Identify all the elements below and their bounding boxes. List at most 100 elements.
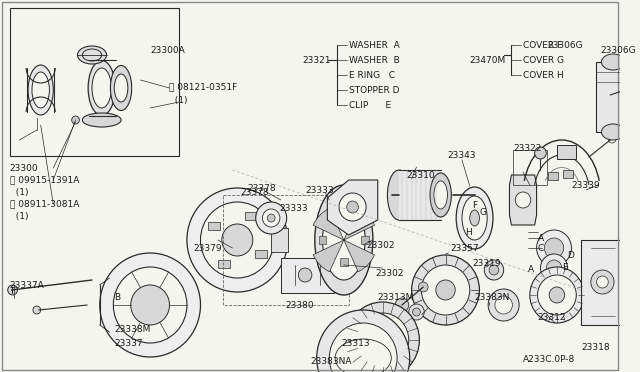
Text: Ⓑ 08121-0351F: Ⓑ 08121-0351F (168, 83, 237, 92)
Circle shape (515, 192, 531, 208)
Text: 23306G: 23306G (600, 45, 636, 55)
Bar (399, 170, 441, 220)
Circle shape (200, 202, 274, 278)
Bar (281, 258, 334, 293)
Text: E RING   C: E RING C (349, 71, 395, 80)
Circle shape (347, 201, 358, 213)
Circle shape (636, 79, 640, 89)
Text: 23383NA: 23383NA (310, 357, 351, 366)
Circle shape (547, 260, 562, 276)
Text: 23333: 23333 (305, 186, 333, 195)
Bar (319, 236, 326, 244)
Text: 23338M: 23338M (115, 326, 150, 334)
Circle shape (72, 116, 79, 124)
Polygon shape (271, 228, 287, 252)
Wedge shape (313, 208, 344, 240)
Circle shape (330, 323, 397, 372)
Text: A: A (528, 266, 534, 275)
Text: E: E (562, 263, 568, 273)
Text: 23339: 23339 (572, 180, 600, 189)
Ellipse shape (111, 65, 132, 110)
Circle shape (488, 289, 519, 321)
Circle shape (543, 274, 564, 296)
Circle shape (262, 209, 280, 227)
Text: 23343: 23343 (447, 151, 476, 160)
Circle shape (530, 267, 584, 323)
Ellipse shape (456, 187, 493, 249)
Text: C: C (538, 244, 544, 253)
Text: 23300A: 23300A (150, 45, 185, 55)
Text: A233C.0P-8: A233C.0P-8 (523, 356, 575, 365)
Wedge shape (313, 240, 344, 272)
Circle shape (33, 306, 41, 314)
Circle shape (419, 282, 428, 292)
Ellipse shape (32, 72, 49, 108)
Bar (10, 8, 179, 156)
Circle shape (436, 280, 455, 300)
Bar (581, 240, 625, 325)
Circle shape (421, 265, 470, 315)
Text: 23319: 23319 (473, 260, 501, 269)
Text: 23302: 23302 (366, 241, 395, 250)
Circle shape (268, 214, 275, 222)
Circle shape (628, 98, 640, 112)
Circle shape (131, 285, 170, 325)
Text: 23380: 23380 (285, 301, 314, 310)
Bar (340, 214, 348, 222)
Text: 23378: 23378 (247, 183, 276, 192)
Wedge shape (344, 208, 374, 240)
Text: 23337: 23337 (115, 339, 143, 347)
Ellipse shape (28, 65, 53, 115)
Text: H: H (465, 228, 472, 237)
Text: 23379: 23379 (194, 244, 222, 253)
Bar (223, 195, 349, 305)
Circle shape (591, 270, 614, 294)
Bar (361, 236, 369, 244)
Bar (255, 250, 267, 258)
Ellipse shape (602, 54, 625, 70)
Text: B: B (115, 294, 120, 302)
Text: 23312: 23312 (538, 314, 566, 323)
Bar (563, 170, 573, 178)
Text: 23313: 23313 (341, 340, 369, 349)
Circle shape (536, 230, 572, 266)
Polygon shape (328, 180, 378, 235)
Text: (1): (1) (10, 187, 28, 196)
Circle shape (545, 238, 564, 258)
Text: WASHER  B: WASHER B (349, 55, 399, 64)
Circle shape (413, 308, 420, 316)
Bar (208, 222, 220, 230)
Circle shape (548, 279, 560, 291)
Circle shape (346, 302, 419, 372)
Circle shape (632, 102, 637, 108)
Ellipse shape (323, 200, 365, 280)
Bar (218, 260, 230, 268)
Circle shape (489, 265, 499, 275)
Circle shape (339, 193, 366, 221)
Ellipse shape (115, 74, 128, 102)
Bar (548, 172, 558, 180)
Text: 23337A: 23337A (10, 280, 44, 289)
Text: Ⓦ 09915-1391A: Ⓦ 09915-1391A (10, 176, 79, 185)
Circle shape (484, 260, 504, 280)
Circle shape (356, 313, 409, 367)
Bar (557, 145, 576, 159)
Text: Ⓝ 08911-3081A: Ⓝ 08911-3081A (10, 199, 79, 208)
Text: COVER G: COVER G (523, 55, 564, 64)
Circle shape (549, 287, 564, 303)
Circle shape (113, 267, 187, 343)
Circle shape (395, 298, 409, 312)
Text: D: D (568, 250, 575, 260)
Circle shape (495, 296, 513, 314)
Ellipse shape (470, 210, 479, 226)
Circle shape (298, 268, 312, 282)
Ellipse shape (77, 46, 106, 64)
Text: 23306G: 23306G (547, 41, 583, 49)
Circle shape (8, 285, 17, 295)
Bar (340, 258, 348, 266)
Ellipse shape (462, 196, 487, 240)
Text: 23318: 23318 (581, 343, 610, 353)
Circle shape (222, 224, 253, 256)
Circle shape (538, 275, 576, 315)
Circle shape (317, 310, 410, 372)
